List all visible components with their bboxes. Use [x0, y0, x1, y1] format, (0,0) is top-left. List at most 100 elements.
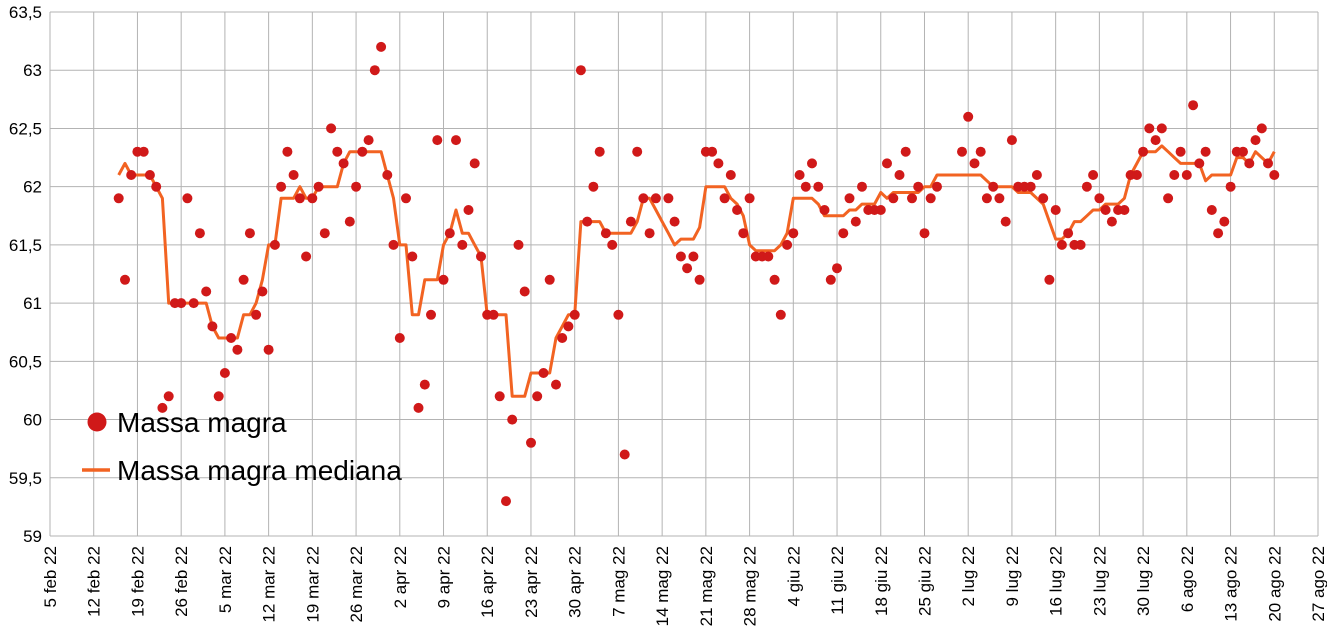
- data-point-massa-magra: [713, 158, 724, 169]
- data-point-massa-magra: [932, 181, 942, 192]
- series-line-massa-magra-mediana: [117, 144, 1276, 398]
- data-point-massa-magra: [219, 368, 230, 378]
- data-point-massa-magra: [650, 193, 661, 204]
- data-point-massa-magra: [1238, 146, 1248, 157]
- plot-area: [113, 41, 1280, 507]
- data-point-massa-magra: [438, 274, 449, 285]
- data-point-massa-magra: [900, 146, 911, 157]
- data-point-massa-magra: [1169, 170, 1180, 180]
- data-point-massa-magra: [313, 181, 324, 192]
- data-point-massa-magra: [1094, 193, 1105, 204]
- x-tick-label: 28 mag 22: [741, 546, 760, 626]
- data-point-massa-magra: [594, 146, 605, 157]
- data-point-massa-magra: [332, 146, 343, 157]
- data-point-massa-magra: [526, 437, 536, 448]
- data-point-massa-magra: [875, 205, 886, 215]
- data-point-massa-magra: [501, 496, 511, 507]
- data-point-massa-magra: [544, 274, 555, 285]
- data-point-massa-magra: [994, 193, 1005, 204]
- data-point-massa-magra: [276, 181, 287, 192]
- data-point-massa-magra: [1075, 239, 1086, 250]
- data-point-massa-magra: [1038, 193, 1049, 204]
- data-point-massa-magra: [457, 239, 468, 250]
- x-tick-label: 18 giu 22: [872, 546, 891, 616]
- data-point-massa-magra: [838, 228, 849, 239]
- data-point-massa-magra: [1269, 170, 1280, 180]
- x-tick-label: 26 feb 22: [172, 546, 191, 617]
- data-point-massa-magra: [151, 181, 162, 192]
- data-point-massa-magra: [907, 193, 917, 204]
- data-point-massa-magra: [688, 251, 699, 262]
- x-tick-label: 9 lug 22: [1003, 546, 1022, 607]
- data-point-massa-magra: [1050, 205, 1061, 215]
- data-point-massa-magra: [176, 298, 187, 309]
- data-point-massa-magra: [775, 309, 786, 320]
- data-point-massa-magra: [619, 449, 630, 460]
- data-point-massa-magra: [1063, 228, 1074, 239]
- data-point-massa-magra: [519, 286, 530, 297]
- data-point-massa-magra: [707, 146, 718, 157]
- data-point-massa-magra: [244, 228, 255, 239]
- data-point-massa-magra: [1131, 170, 1142, 180]
- data-point-massa-magra: [419, 379, 430, 390]
- data-point-massa-magra: [1181, 170, 1192, 180]
- data-point-massa-magra: [663, 193, 674, 204]
- data-point-massa-magra: [1144, 123, 1155, 134]
- data-point-massa-magra: [1119, 205, 1130, 215]
- data-point-massa-magra: [1213, 228, 1224, 239]
- data-point-massa-magra: [507, 414, 518, 425]
- data-point-massa-magra: [969, 158, 980, 169]
- data-point-massa-magra: [1044, 274, 1055, 285]
- data-point-massa-magra: [625, 216, 636, 227]
- legend: Massa magra Massa magra mediana: [82, 407, 402, 486]
- data-point-massa-magra: [226, 333, 237, 343]
- data-point-massa-magra: [376, 41, 387, 52]
- data-point-massa-magra: [263, 344, 274, 355]
- y-tick-label: 62,5: [9, 119, 42, 138]
- data-point-massa-magra: [719, 193, 730, 204]
- data-point-massa-magra: [207, 321, 218, 332]
- data-point-massa-magra: [319, 228, 330, 239]
- data-point-massa-magra: [513, 239, 524, 250]
- data-point-massa-magra: [1056, 239, 1067, 250]
- data-point-massa-magra: [307, 193, 318, 204]
- x-tick-label: 12 mar 22: [260, 546, 279, 623]
- data-point-massa-magra: [607, 239, 618, 250]
- data-point-massa-magra: [913, 181, 924, 192]
- x-tick-label: 2 lug 22: [959, 546, 978, 607]
- data-point-massa-magra: [444, 228, 455, 239]
- x-tick-label: 16 lug 22: [1047, 546, 1066, 616]
- data-point-massa-magra: [675, 251, 686, 262]
- x-tick-label: 23 apr 22: [522, 546, 541, 618]
- data-point-massa-magra: [963, 111, 974, 122]
- data-point-massa-magra: [613, 309, 624, 320]
- data-point-massa-magra: [257, 286, 268, 297]
- data-point-massa-magra: [157, 402, 168, 413]
- x-tick-label: 5 mar 22: [216, 546, 235, 613]
- y-tick-label: 63,5: [9, 3, 42, 22]
- data-point-massa-magra: [1031, 170, 1042, 180]
- data-point-massa-magra: [632, 146, 643, 157]
- data-point-massa-magra: [351, 181, 362, 192]
- y-tick-label: 59,5: [9, 469, 42, 488]
- data-point-massa-magra: [1006, 135, 1017, 146]
- data-point-massa-magra: [844, 193, 855, 204]
- data-point-massa-magra: [788, 228, 799, 239]
- y-tick-label: 61: [23, 294, 42, 313]
- legend-marker-massa-magra: [87, 412, 107, 432]
- data-point-massa-magra: [538, 368, 549, 378]
- data-point-massa-magra: [113, 193, 124, 204]
- data-point-massa-magra: [1225, 181, 1236, 192]
- x-tick-label: 19 feb 22: [128, 546, 147, 617]
- data-point-massa-magra: [551, 379, 561, 390]
- x-tick-label: 14 mag 22: [653, 546, 672, 626]
- data-point-massa-magra: [1175, 146, 1186, 157]
- x-tick-label: 5 feb 22: [41, 546, 60, 607]
- data-point-massa-magra: [1100, 205, 1111, 215]
- data-point-massa-magra: [1194, 158, 1205, 169]
- data-point-massa-magra: [1150, 135, 1161, 146]
- data-point-massa-magra: [182, 193, 193, 204]
- data-point-massa-magra: [282, 146, 293, 157]
- data-point-massa-magra: [407, 251, 418, 262]
- data-point-massa-magra: [832, 263, 842, 274]
